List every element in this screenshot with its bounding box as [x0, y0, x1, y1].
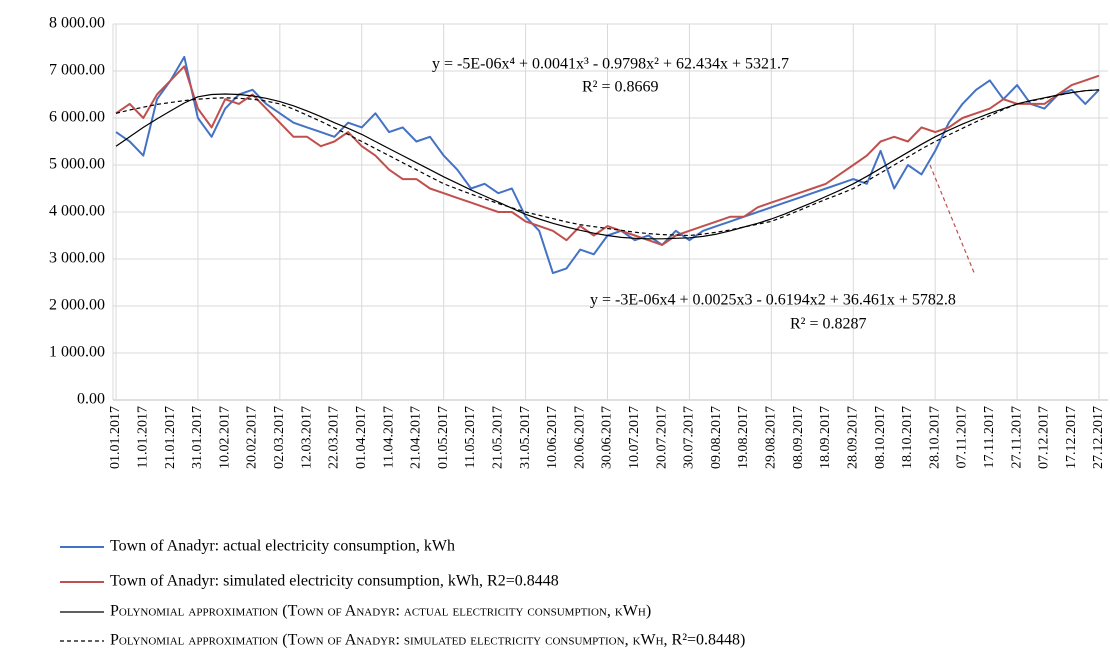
x-tick-label: 01.04.2017 [354, 406, 369, 469]
x-tick-label: 11.04.2017 [381, 406, 396, 468]
x-tick-label: 01.01.2017 [108, 406, 123, 469]
x-tick-label: 20.07.2017 [654, 406, 669, 469]
x-tick-label: 31.01.2017 [190, 406, 205, 469]
x-tick-label: 27.11.2017 [1009, 406, 1024, 468]
r-squared-label: R² = 0.8669 [582, 79, 659, 96]
y-tick-label: 8 000.00 [49, 15, 105, 32]
legend-label: Town of Anadyr: actual electricity consu… [110, 538, 455, 555]
x-tick-label: 10.02.2017 [217, 406, 232, 469]
y-tick-label: 6 000.00 [49, 109, 105, 126]
y-tick-label: 7 000.00 [49, 62, 105, 79]
grid [112, 23, 1108, 401]
r-squared-label: R² = 0.8287 [790, 316, 867, 333]
y-tick-label: 4 000.00 [49, 203, 105, 220]
x-tick-label: 28.10.2017 [927, 406, 942, 469]
x-tick-label: 12.03.2017 [299, 406, 314, 469]
x-tick-label: 17.12.2017 [1064, 406, 1079, 469]
legend-label: Polynomial approximation (Town of Anadyr… [110, 632, 745, 649]
x-tick-label: 21.04.2017 [409, 406, 424, 469]
legend-label: Town of Anadyr: simulated electricity co… [110, 573, 559, 590]
y-tick-label: 0.00 [77, 391, 105, 408]
x-tick-label: 01.05.2017 [436, 406, 451, 469]
series-line [115, 65, 1100, 246]
x-tick-label: 29.08.2017 [764, 406, 779, 469]
x-tick-label: 08.09.2017 [791, 406, 806, 469]
plot-lines [115, 55, 1100, 275]
x-tick-label: 18.09.2017 [818, 406, 833, 469]
x-tick-label: 20.02.2017 [245, 406, 260, 469]
x-tick-label: 27.12.2017 [1091, 406, 1106, 469]
equation-label: y = -5E-06x⁴ + 0.0041x³ - 0.9798x² + 62.… [432, 56, 789, 73]
equation-label: y = -3E-06x4 + 0.0025x3 - 0.6194x2 + 36.… [590, 292, 956, 309]
x-tick-label: 10.07.2017 [627, 406, 642, 469]
y-tick-label: 1 000.00 [49, 344, 105, 361]
y-tick-label: 3 000.00 [49, 250, 105, 267]
x-tick-label: 18.10.2017 [900, 406, 915, 469]
x-tick-label: 09.08.2017 [709, 406, 724, 469]
x-tick-label: 08.10.2017 [873, 406, 888, 469]
x-tick-label: 19.08.2017 [736, 406, 751, 469]
x-tick-label: 31.05.2017 [518, 406, 533, 469]
x-tick-label: 07.12.2017 [1037, 406, 1052, 469]
x-tick-label: 11.05.2017 [463, 406, 478, 468]
y-tick-label: 5 000.00 [49, 156, 105, 173]
x-tick-label: 07.11.2017 [955, 406, 970, 468]
series-line [115, 89, 1100, 237]
x-tick-label: 11.01.2017 [136, 406, 151, 468]
x-tick-label: 17.11.2017 [982, 406, 997, 468]
x-tick-label: 21.05.2017 [490, 406, 505, 469]
x-tick-label: 10.06.2017 [545, 406, 560, 469]
x-tick-label: 22.03.2017 [327, 406, 342, 469]
annotation-pointer [929, 164, 976, 276]
y-tick-label: 2 000.00 [49, 297, 105, 314]
x-tick-label: 30.07.2017 [682, 406, 697, 469]
x-tick-label: 30.06.2017 [600, 406, 615, 469]
series-line [115, 89, 1100, 240]
x-tick-label: 28.09.2017 [845, 406, 860, 469]
x-tick-label: 02.03.2017 [272, 406, 287, 469]
legend-label: Polynomial approximation (Town of Anadyr… [110, 603, 651, 620]
x-tick-label: 20.06.2017 [572, 406, 587, 469]
x-tick-label: 21.01.2017 [163, 406, 178, 469]
